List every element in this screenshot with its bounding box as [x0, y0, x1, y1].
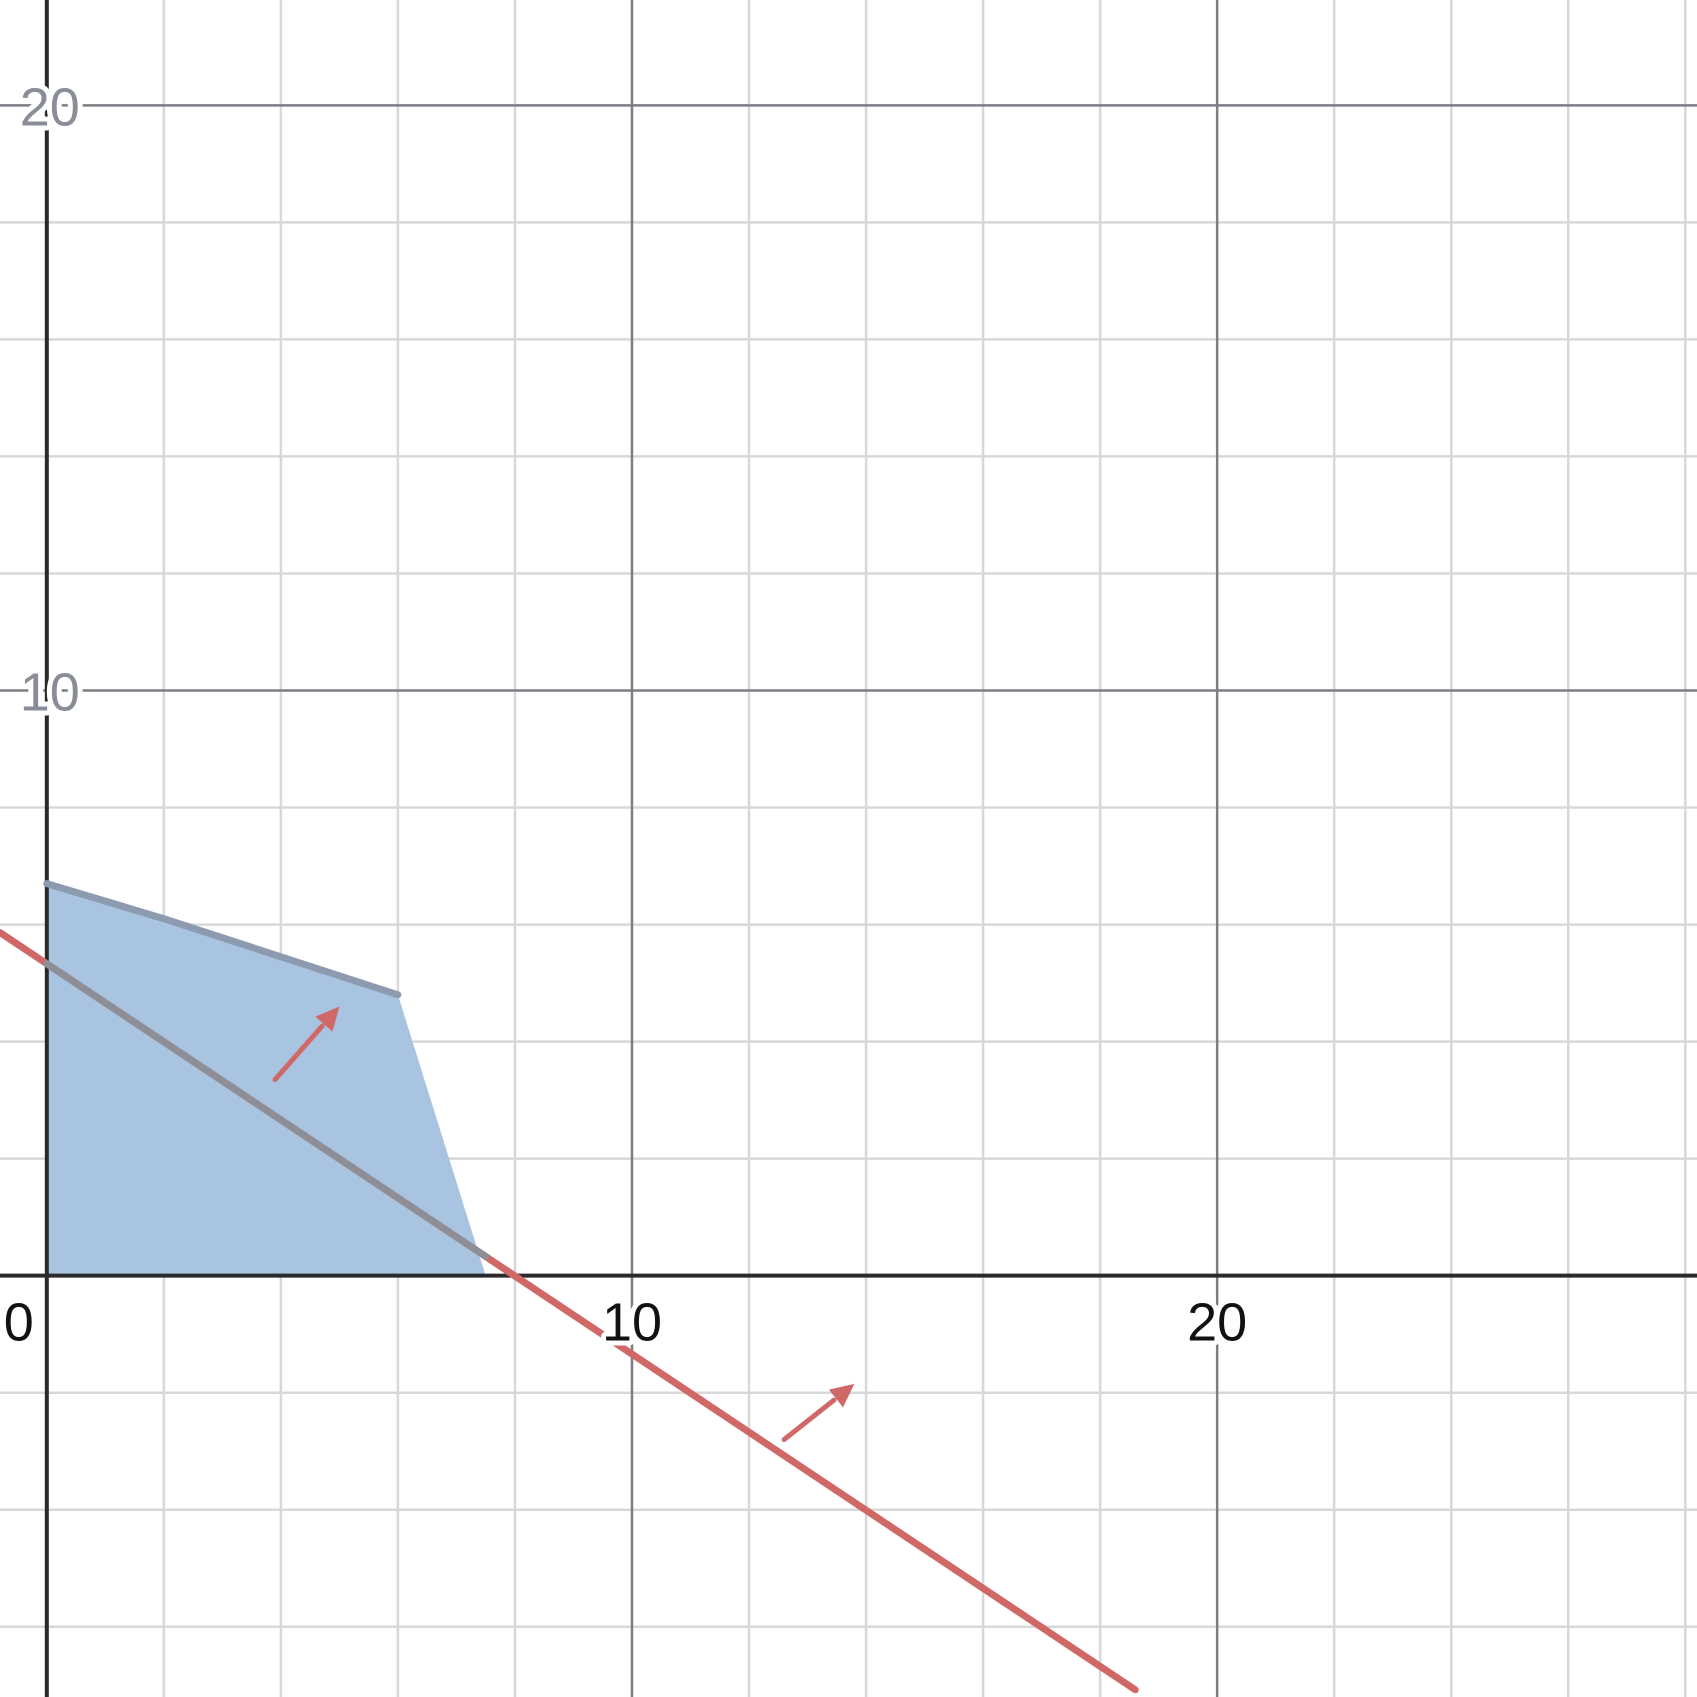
series-line-1: [43, 880, 402, 999]
x-tick-label: 10: [602, 1293, 662, 1353]
y-tick-label: 10: [20, 663, 80, 723]
series-line-3: [43, 960, 490, 1260]
feasible-region: [46, 883, 486, 1276]
tick-labels: 0 10 20 10 20: [0, 72, 1252, 1357]
feasible-region-layer: [46, 883, 486, 1276]
x-tick-label: 0: [4, 1293, 34, 1353]
direction-arrow-shaft-1: [272, 1023, 325, 1083]
direction-arrow-head-2: [828, 1383, 855, 1408]
x-tick-label: 20: [1187, 1293, 1247, 1353]
y-tick-label: 20: [20, 77, 80, 137]
series-layer: [0, 880, 1139, 1694]
direction-arrow-shaft-2: [781, 1397, 837, 1443]
direction-arrow-head-1: [315, 1006, 340, 1032]
direction-arrows: [272, 1006, 855, 1443]
